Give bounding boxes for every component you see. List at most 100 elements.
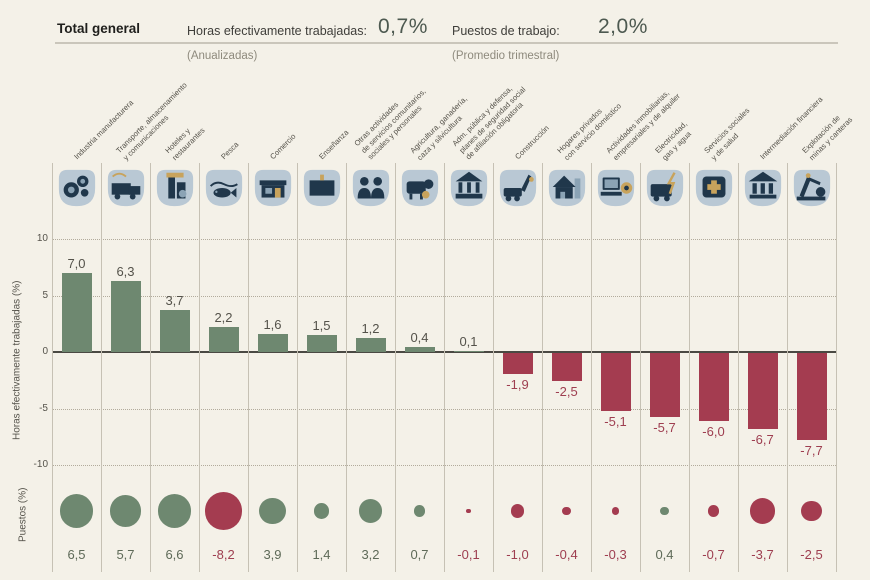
fish-icon	[203, 167, 245, 209]
hours-value-label: -5,1	[604, 413, 627, 429]
hours-value-label: 1,2	[361, 321, 380, 337]
category-label: Servicios sociales y de salud	[701, 105, 751, 162]
jobs-value-label: -0,7	[702, 547, 725, 562]
hours-value-label: -6,7	[751, 431, 774, 447]
y-tick--10: -10	[33, 459, 48, 470]
jobs-bubble	[259, 497, 286, 525]
oil-pump-icon	[791, 167, 833, 209]
jobs-bubble	[749, 498, 776, 524]
column-separator	[738, 163, 739, 572]
hours-worked-subnote: (Anualizadas)	[187, 50, 258, 62]
y-tick--5: -5	[39, 402, 48, 414]
jobs-bubble	[611, 507, 620, 515]
hours-bar	[698, 353, 729, 421]
jobs-bubble	[413, 505, 425, 517]
y-tick-10: 10	[36, 233, 48, 244]
y-tick-5: 5	[42, 289, 48, 301]
computer-icon	[595, 167, 637, 209]
jobs-bubble	[660, 506, 669, 516]
jobs-subnote: (Promedio trimestral)	[452, 50, 560, 62]
truck-icon	[105, 167, 147, 209]
column-separator	[101, 163, 102, 572]
category-label: Pesca	[218, 140, 240, 162]
jobs-value-label: 0,4	[655, 547, 674, 562]
hours-worked-value: 0,7%	[378, 15, 428, 38]
hours-bar	[306, 335, 337, 352]
category-label: Enseñanza	[316, 128, 350, 162]
hours-value-label: -1,9	[506, 377, 529, 393]
column-separator	[395, 163, 396, 572]
hours-value-label: -6,0	[702, 423, 725, 439]
jobs-value-label: -0,4	[555, 547, 578, 562]
column-separator	[787, 163, 788, 572]
jobs-value-label: -0,3	[604, 547, 627, 562]
jobs-bubble	[562, 506, 571, 516]
category-label: Construcción	[512, 123, 551, 162]
jobs-bubble	[801, 500, 822, 522]
community-icon	[350, 167, 392, 209]
jobs-value-label: -0,1	[457, 547, 480, 562]
hours-value-label: 0,4	[410, 330, 429, 346]
storefront-icon	[252, 167, 294, 209]
jobs-value-label: -2,5	[800, 547, 823, 562]
hours-bar	[208, 327, 239, 352]
column-separator	[640, 163, 641, 572]
category-label: Hoteles y restaurantes	[162, 125, 206, 162]
jobs-label: Puestos de trabajo:	[452, 24, 560, 38]
hours-worked-label: Horas efectivamente trabajadas:	[187, 24, 367, 38]
column-separator	[248, 163, 249, 572]
column-separator	[493, 163, 494, 572]
jobs-bubble	[109, 495, 142, 527]
power-icon	[644, 167, 686, 209]
hours-bar	[453, 350, 484, 352]
column-separator	[689, 163, 690, 572]
jobs-value-label: -1,0	[506, 547, 529, 562]
column-separator	[297, 163, 298, 572]
jobs-value-label: -3,7	[751, 547, 774, 562]
jobs-value-label: 3,2	[361, 547, 380, 562]
y-tick-0: 0	[42, 346, 48, 357]
column-separator	[444, 163, 445, 572]
column-separator	[542, 163, 543, 572]
hours-bar	[649, 353, 680, 418]
jobs-bubble	[59, 494, 94, 528]
hours-bar	[159, 310, 190, 352]
hours-value-label: 1,6	[263, 316, 282, 332]
hours-value-label: 6,3	[116, 263, 135, 279]
hours-bar	[110, 280, 141, 352]
health-icon	[693, 167, 735, 209]
hours-value-label: 0,1	[459, 333, 478, 349]
column-separator	[52, 163, 53, 572]
jobs-bubble	[510, 504, 525, 518]
jobs-value-label: -8,2	[212, 547, 235, 562]
hours-bar	[796, 353, 827, 440]
hours-bar	[257, 333, 288, 352]
category-label: Comercio	[267, 132, 297, 162]
hours-value-label: -2,5	[555, 384, 578, 400]
hours-bar	[747, 353, 778, 429]
column-separator	[591, 163, 592, 572]
column-separator	[199, 163, 200, 572]
total-general-label: Total general	[57, 21, 141, 36]
jobs-value-label: 1,4	[312, 547, 331, 562]
hours-bar	[61, 272, 92, 352]
hours-value-label: 7,0	[67, 255, 86, 271]
hours-bar	[355, 338, 386, 352]
jobs-value: 2,0%	[598, 15, 648, 38]
jobs-value-label: 3,9	[263, 547, 282, 562]
hours-bar	[404, 347, 435, 352]
excavator-icon	[497, 167, 539, 209]
column-separator	[150, 163, 151, 572]
jobs-bubble	[466, 508, 471, 514]
jobs-value-label: 0,7	[410, 547, 429, 562]
jobs-bubble	[707, 505, 719, 517]
gears-icon	[56, 167, 98, 209]
category-label: Electricidad, gas y agua	[652, 118, 693, 162]
column-separator	[346, 163, 347, 572]
column-separator	[836, 163, 837, 572]
jobs-value-label: 6,6	[165, 547, 184, 562]
hours-bar	[551, 353, 582, 382]
jobs-bubble	[204, 492, 243, 530]
jobs-bubble	[358, 499, 383, 523]
house-icon	[546, 167, 588, 209]
